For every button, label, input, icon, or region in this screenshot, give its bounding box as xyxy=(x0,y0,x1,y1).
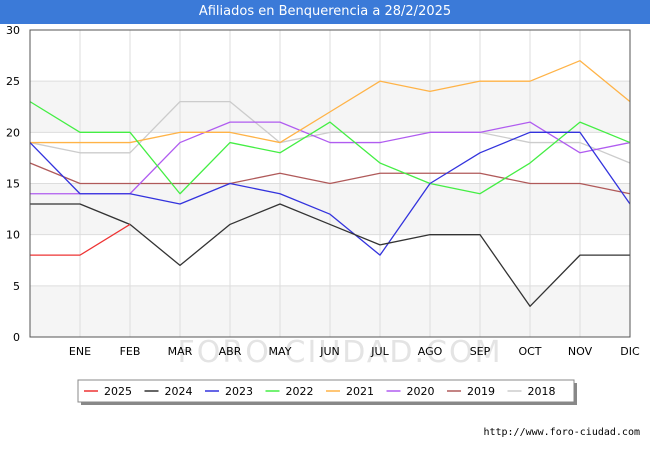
y-tick-label: 5 xyxy=(13,280,20,293)
y-tick-label: 25 xyxy=(6,75,20,88)
x-tick-label: JUN xyxy=(319,345,340,358)
series-line-2025 xyxy=(30,223,131,256)
x-tick-label: NOV xyxy=(568,345,593,358)
y-tick-label: 20 xyxy=(6,126,20,139)
series-line-2023 xyxy=(29,131,631,256)
series-line-2018 xyxy=(29,100,631,164)
x-tick-label: AGO xyxy=(418,345,443,358)
legend-label-2022: 2022 xyxy=(286,385,314,398)
legend-label-2020: 2020 xyxy=(407,385,435,398)
legend-label-2018: 2018 xyxy=(528,385,556,398)
legend-label-2019: 2019 xyxy=(467,385,495,398)
x-tick-label: DIC xyxy=(620,345,640,358)
series-line-2022 xyxy=(29,101,631,195)
x-tick-label: SEP xyxy=(470,345,491,358)
y-tick-label: 30 xyxy=(6,24,20,37)
chart-title: Afiliados en Benquerencia a 28/2/2025 xyxy=(0,0,650,24)
watermark: FORO-CIUDAD.COM xyxy=(178,335,503,370)
x-tick-label: ABR xyxy=(219,345,242,358)
series-line-2019 xyxy=(29,162,631,195)
x-tick-label: FEB xyxy=(120,345,141,358)
y-tick-label: 10 xyxy=(6,229,20,242)
x-tick-label: OCT xyxy=(518,345,541,358)
legend-label-2024: 2024 xyxy=(165,385,193,398)
y-tick-label: 15 xyxy=(6,178,20,191)
x-tick-label: ENE xyxy=(69,345,91,358)
y-tick-label: 0 xyxy=(13,331,20,344)
source-url: http://www.foro-ciudad.com xyxy=(483,427,640,438)
legend-label-2025: 2025 xyxy=(104,385,132,398)
series-line-2021 xyxy=(30,60,631,144)
legend-label-2021: 2021 xyxy=(346,385,374,398)
legend-label-2023: 2023 xyxy=(225,385,253,398)
x-tick-label: MAY xyxy=(269,345,292,358)
x-tick-label: MAR xyxy=(168,345,193,358)
plot-border xyxy=(29,29,631,338)
x-tick-label: JUL xyxy=(370,345,389,358)
